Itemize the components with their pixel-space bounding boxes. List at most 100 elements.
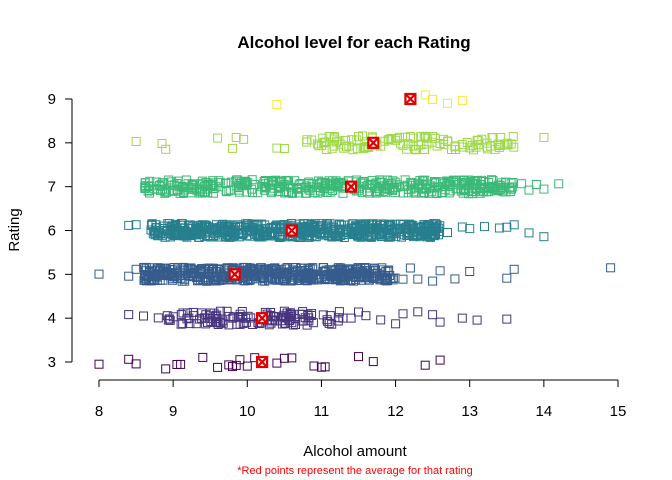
data-point — [192, 230, 202, 240]
data-point — [287, 353, 297, 363]
y-tick-label: 6 — [48, 223, 56, 240]
data-point — [338, 264, 347, 274]
data-point — [331, 137, 341, 147]
data-point — [472, 176, 482, 186]
data-point — [450, 142, 460, 152]
data-point — [290, 176, 300, 186]
data-point — [503, 140, 513, 150]
x-tick-label: 11 — [314, 403, 330, 420]
data-point — [179, 226, 188, 235]
data-point — [462, 138, 472, 147]
data-point — [417, 180, 427, 190]
data-point — [428, 310, 438, 320]
data-point — [224, 220, 234, 230]
data-point — [182, 308, 192, 318]
data-point — [451, 145, 461, 154]
data-point — [237, 181, 247, 190]
data-point — [191, 268, 201, 278]
data-point — [302, 137, 312, 147]
data-point — [182, 232, 192, 242]
data-point — [435, 139, 445, 148]
average-markers — [228, 92, 417, 369]
data-point — [300, 313, 310, 323]
data-point — [213, 320, 223, 329]
data-point — [367, 179, 376, 189]
data-point — [124, 220, 134, 230]
data-point — [472, 135, 482, 145]
data-point — [338, 188, 348, 198]
data-point — [161, 364, 171, 374]
data-point — [443, 98, 452, 108]
data-point — [306, 220, 316, 230]
data-point — [606, 263, 616, 273]
data-point — [313, 188, 323, 198]
data-point — [222, 187, 232, 197]
data-point — [139, 270, 149, 279]
data-point — [153, 231, 163, 241]
data-point — [430, 177, 439, 186]
y-tick-label: 5 — [48, 266, 56, 283]
data-point — [186, 263, 196, 273]
data-point — [188, 307, 198, 317]
data-point — [267, 179, 277, 189]
data-point — [370, 272, 380, 282]
data-point — [368, 357, 378, 367]
data-point — [457, 222, 467, 232]
data-point — [487, 133, 497, 142]
data-point — [131, 220, 141, 230]
data-point — [336, 263, 346, 273]
data-point — [261, 265, 271, 275]
data-point — [279, 353, 289, 363]
chart-title: Alcohol level for each Rating — [237, 33, 470, 52]
data-point — [443, 137, 452, 147]
data-point — [239, 134, 249, 144]
data-point — [156, 181, 166, 191]
data-point — [427, 226, 437, 236]
data-point — [272, 143, 282, 153]
data-point — [329, 181, 338, 191]
data-point — [304, 178, 314, 188]
data-point — [405, 263, 415, 273]
data-point — [150, 270, 160, 280]
data-point — [148, 229, 158, 239]
data-point — [443, 228, 452, 237]
data-point — [150, 230, 160, 240]
x-tick-label: 9 — [169, 403, 177, 420]
data-point — [226, 177, 236, 187]
data-point — [260, 230, 270, 239]
data-point — [272, 268, 282, 278]
data-point — [258, 227, 267, 237]
data-point — [316, 141, 326, 150]
data-point — [154, 181, 164, 191]
y-ticks: 3 4 5 6 7 8 9 — [48, 91, 72, 371]
data-point — [445, 182, 455, 192]
data-point — [468, 187, 478, 197]
data-point — [434, 223, 444, 233]
data-point — [255, 229, 265, 239]
data-point — [334, 177, 344, 187]
data-point — [420, 360, 430, 370]
data-point — [524, 185, 534, 195]
x-ticks: 8 9 10 11 12 13 14 15 — [95, 380, 626, 420]
data-point — [231, 133, 241, 142]
data-point — [124, 354, 134, 364]
data-point — [315, 228, 325, 238]
data-point — [428, 94, 438, 104]
data-point — [208, 176, 218, 186]
data-point — [343, 272, 353, 282]
data-point — [354, 228, 364, 238]
data-point — [276, 220, 286, 230]
data-point — [235, 312, 245, 321]
data-point — [280, 232, 290, 242]
x-axis-label: Alcohol amount — [303, 443, 407, 460]
data-point — [495, 181, 505, 191]
data-point — [354, 352, 363, 362]
data-point — [413, 274, 423, 284]
data-point — [253, 188, 263, 198]
data-point — [308, 318, 318, 328]
data-point — [406, 221, 416, 231]
data-point — [502, 273, 512, 283]
y-tick-label: 7 — [48, 179, 56, 196]
data-point — [496, 141, 506, 150]
x-tick-label: 8 — [95, 403, 103, 420]
